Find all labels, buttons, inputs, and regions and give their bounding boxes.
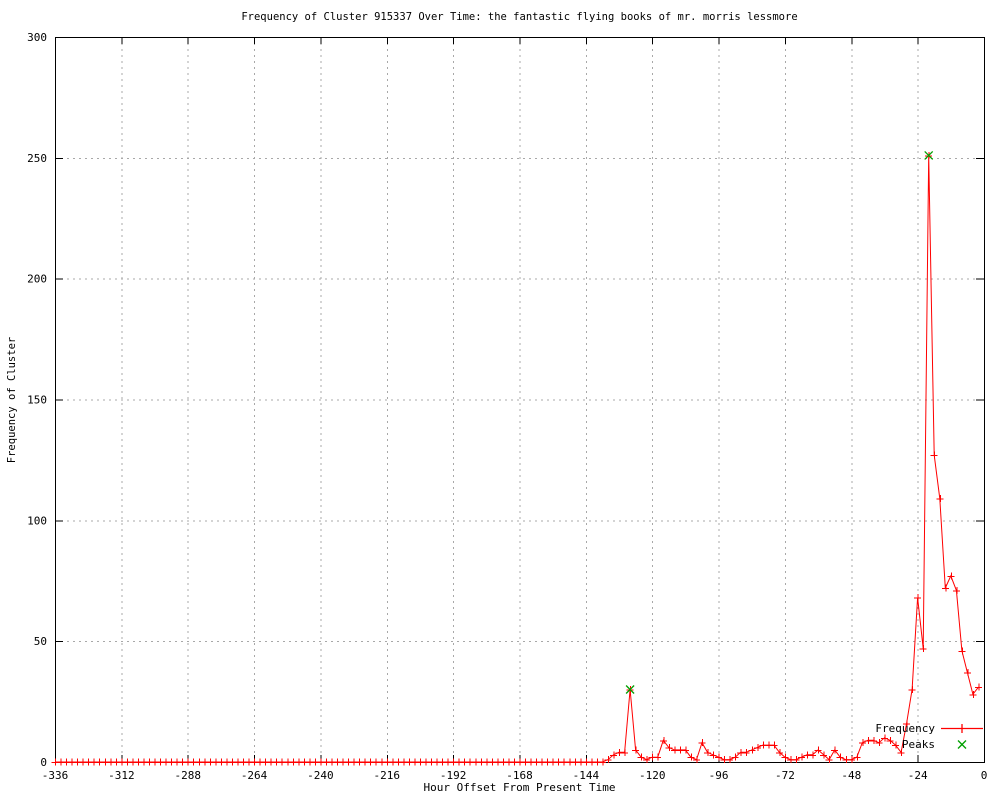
frequency-line-sample-icon <box>941 724 983 733</box>
frequency-line <box>55 155 979 763</box>
svg-text:-24: -24 <box>908 769 928 782</box>
legend-row-frequency: Frequency <box>875 721 984 736</box>
svg-text:-48: -48 <box>841 769 861 782</box>
svg-text:150: 150 <box>27 394 47 407</box>
svg-text:-168: -168 <box>506 769 533 782</box>
peak-markers <box>625 150 934 694</box>
chart-title: Frequency of Cluster 915337 Over Time: t… <box>241 11 798 23</box>
svg-text:0: 0 <box>981 769 988 782</box>
x-axis-label: Hour Offset From Present Time <box>423 781 616 794</box>
legend-label-frequency: Frequency <box>875 722 935 735</box>
svg-text:-336: -336 <box>42 769 69 782</box>
svg-text:-120: -120 <box>639 769 666 782</box>
legend-label-peaks: Peaks <box>901 738 935 751</box>
svg-text:-192: -192 <box>440 769 467 782</box>
svg-text:50: 50 <box>34 635 47 648</box>
x-tick-labels: -336 -312 -288 -264 -240 -216 -192 -168 -144 -120… <box>42 769 988 782</box>
peaks-marker-sample-icon <box>957 740 967 749</box>
svg-text:-288: -288 <box>174 769 201 782</box>
svg-text:-264: -264 <box>241 769 268 782</box>
svg-text:-144: -144 <box>573 769 600 782</box>
svg-text:100: 100 <box>27 514 47 527</box>
svg-text:0: 0 <box>40 756 47 769</box>
svg-text:-216: -216 <box>374 769 401 782</box>
legend-row-peaks: Peaks <box>902 737 984 752</box>
svg-text:-240: -240 <box>307 769 334 782</box>
svg-text:-312: -312 <box>108 769 135 782</box>
svg-text:-96: -96 <box>709 769 729 782</box>
svg-text:300: 300 <box>27 31 47 44</box>
svg-text:-72: -72 <box>775 769 795 782</box>
legend: Frequency Peaks <box>875 721 984 752</box>
y-tick-labels: 0 50 100 150 200 250 300 <box>27 31 47 769</box>
frequency-point-markers <box>51 151 982 766</box>
svg-text:200: 200 <box>27 273 47 286</box>
svg-text:250: 250 <box>27 152 47 165</box>
grid-lines <box>55 37 984 762</box>
